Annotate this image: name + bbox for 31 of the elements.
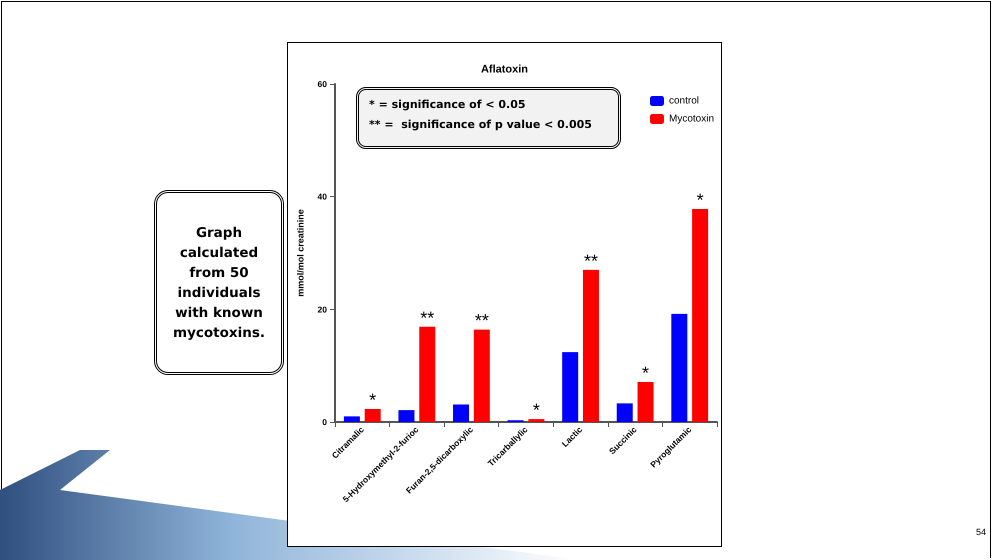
bar [562,352,578,422]
y-tick-label: 20 [318,304,328,314]
annotation: ** [420,308,434,328]
annotation: * [369,390,376,410]
annotation: * [532,400,540,420]
bar [419,326,436,422]
chart-title: Aflatoxin [480,64,528,76]
text: Graph calculated from 50 individuals with known mycotoxins. [154,190,284,375]
annotation: * [696,190,704,210]
bar [638,382,654,422]
y-axis-title: mmol/mol creatinine [296,209,306,297]
y-tick-label: 0 [322,417,328,427]
annotation: * [642,363,650,384]
bar [474,330,490,422]
y-tick-label: 40 [318,192,328,202]
annotation: * = significance of < 0.05 ** = significance of p value < 0.005 [368,97,592,133]
bar [453,404,470,422]
bar [528,419,544,422]
y-tick-label: 60 [318,79,328,89]
annotation: ** [584,250,598,271]
bar [582,270,599,422]
bar [692,209,708,422]
legend-label: control [668,96,699,106]
text: 54 [976,527,986,537]
bar [616,403,633,422]
legend-label: Mycotoxin [668,114,714,124]
bar [344,416,360,422]
bar [398,410,414,422]
annotation: ** [474,310,489,331]
bar [671,314,688,422]
bar [364,409,381,422]
